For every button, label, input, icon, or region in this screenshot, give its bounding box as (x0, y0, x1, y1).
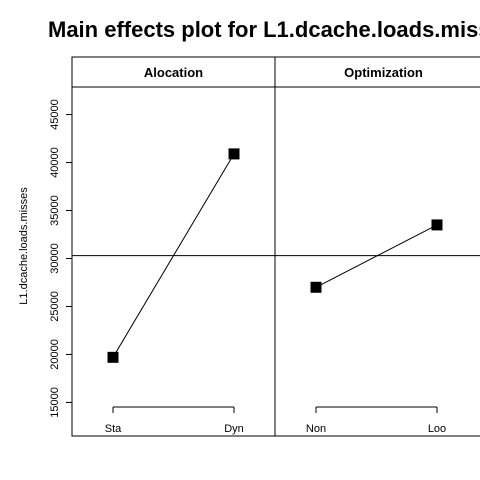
y-tick-label: 20000 (49, 339, 61, 370)
panel-title: Alocation (144, 65, 203, 80)
data-point (310, 281, 322, 293)
y-tick-label: 45000 (49, 99, 61, 130)
effect-line (112, 153, 235, 358)
panel-title: Optimization (344, 65, 423, 80)
data-point (107, 351, 119, 363)
y-tick-label: 30000 (49, 243, 61, 274)
x-tick-label: Sta (105, 423, 122, 435)
y-axis-label: L1.dcache.loads.misses (18, 187, 30, 305)
y-tick-label: 35000 (49, 195, 61, 226)
chart-title: Main effects plot for L1.dcache.loads.mi… (48, 17, 480, 42)
data-point (228, 148, 240, 160)
x-tick-label: Dyn (224, 423, 244, 435)
y-tick-label: 25000 (49, 291, 61, 322)
data-point (431, 219, 443, 231)
y-tick-label: 15000 (49, 387, 61, 418)
panel-optimization: Optimization Non Loo (306, 65, 446, 435)
y-axis: 15000 20000 25000 30000 35000 40000 45000 (49, 99, 72, 418)
effect-line (315, 224, 438, 288)
panels: Alocation Sta Dyn Optimization Non Loo (105, 65, 446, 435)
x-tick-label: Non (306, 423, 326, 435)
y-tick-label: 40000 (49, 147, 61, 178)
x-tick-label: Loo (428, 423, 446, 435)
plot-frame (71, 56, 480, 437)
panel-alocation: Alocation Sta Dyn (105, 65, 244, 435)
